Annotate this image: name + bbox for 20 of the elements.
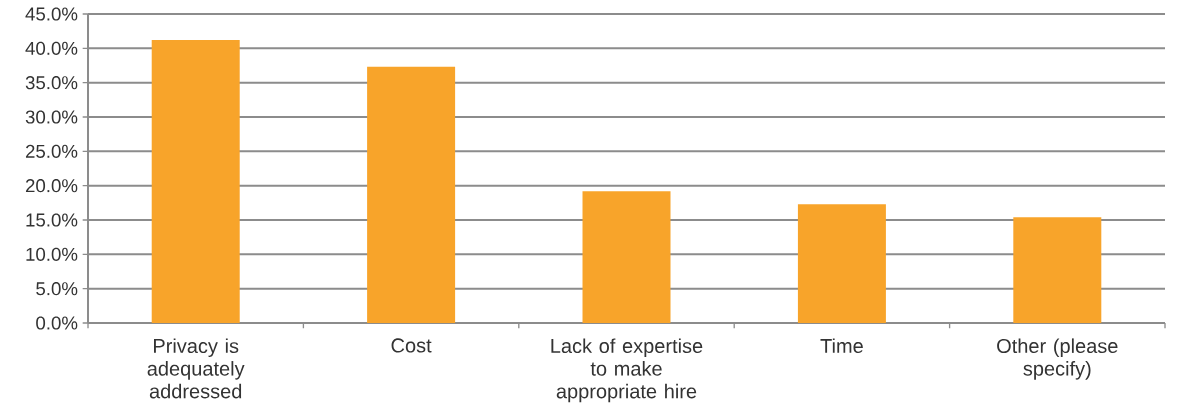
y-tick-label: 0.0%: [36, 316, 78, 330]
y-tick-label: 5.0%: [36, 282, 78, 296]
y-tick-label: 10.0%: [26, 247, 78, 261]
y-tick-label: 15.0%: [26, 213, 78, 227]
bar: [151, 40, 240, 323]
x-tick-label: Other (please specify): [997, 338, 1118, 380]
y-tick-label: 45.0%: [25, 7, 78, 21]
x-tick-label: Lack of expertise to make appropriate hire: [551, 338, 703, 403]
y-tick-label: 20.0%: [25, 179, 78, 193]
bar: [797, 204, 886, 323]
bar: [582, 191, 671, 323]
y-tick-label: 35.0%: [25, 76, 78, 90]
bar: [367, 66, 456, 323]
bar: [1013, 217, 1102, 323]
x-tick-label: Privacy is adequately addressed: [147, 338, 245, 399]
x-tick-label: Cost: [391, 338, 432, 353]
y-tick-label: 30.0%: [25, 110, 78, 124]
y-tick-label: 25.0%: [25, 144, 78, 158]
x-tick-label: Time: [820, 338, 863, 354]
y-tick-label: 40.0%: [25, 41, 78, 55]
